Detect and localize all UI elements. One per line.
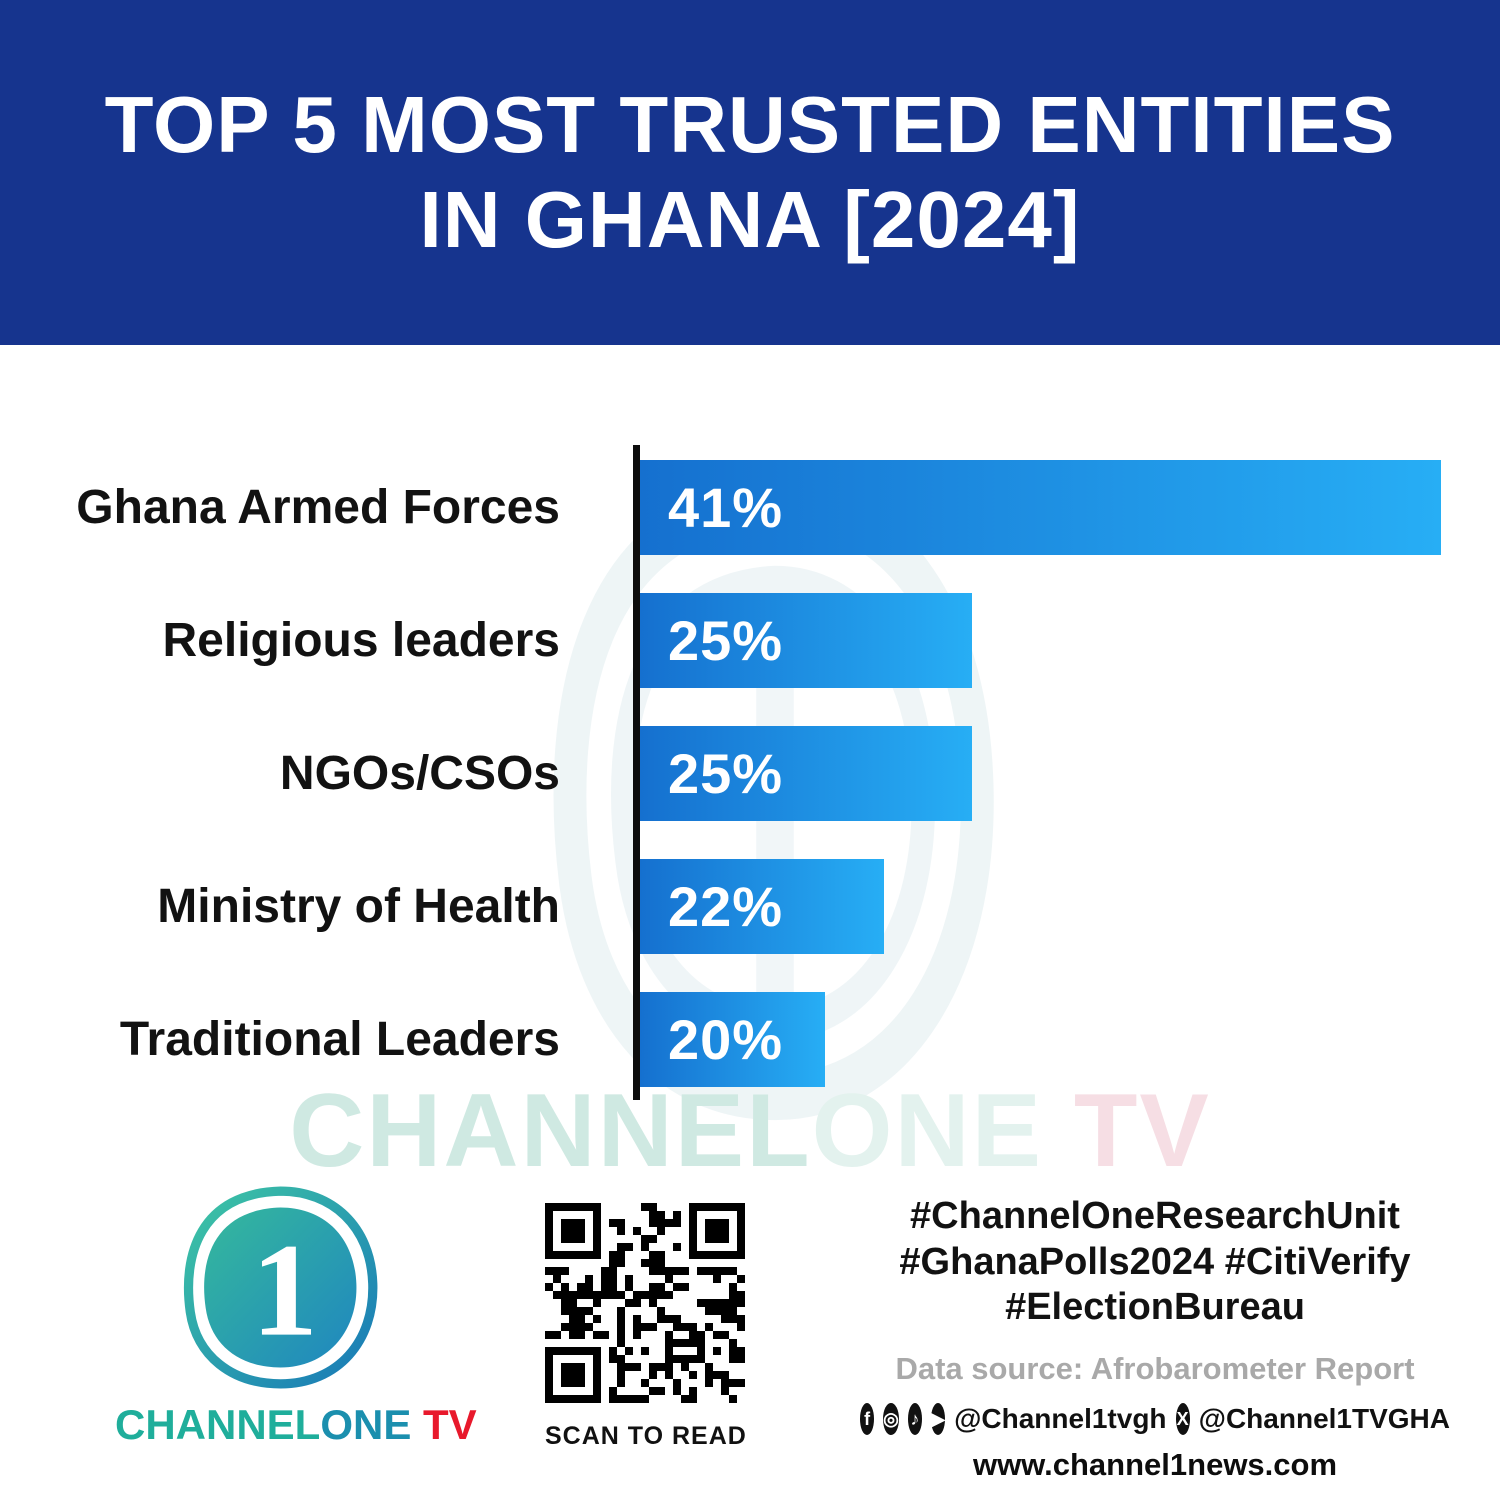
tiktok-icon: ♪ [907,1402,922,1435]
qr-caption: SCAN TO READ [545,1422,747,1450]
watermark-tv: TV [1043,1073,1211,1189]
svg-text:1: 1 [251,1216,318,1364]
bar-value-label: 25% [668,609,784,672]
data-source: Data source: Afrobarometer Report [895,1350,1415,1386]
bar-row: Traditional Leaders 20% [0,992,1500,1087]
qr-code [545,1203,745,1408]
channel-one-logo: 1 CHANNELONE TV [115,1185,477,1449]
bar-value-label: 41% [668,476,784,539]
bar: 22% [640,859,884,954]
bar: 20% [640,992,825,1087]
hashtag-line-1: #ChannelOneResearchUnit [910,1195,1400,1237]
title-line-1: TOP 5 MOST TRUSTED ENTITIES [104,80,1396,170]
qr-block: SCAN TO READ [545,1203,747,1451]
category-label: NGOs/CSOs [279,747,560,800]
axis-line [633,445,640,1100]
bar-row: Ministry of Health 22% [0,859,1500,954]
hashtag-line-3: #ElectionBureau [1005,1286,1305,1329]
brand-tv: TV [411,1401,477,1448]
brand-one: ONE [320,1401,412,1448]
page-title: TOP 5 MOST TRUSTED ENTITIES IN GHANA [20… [105,78,1396,267]
bar: 25% [640,593,972,688]
bar-rows: Ghana Armed Forces 41% Religious leaders 25… [0,460,1500,1125]
youtube-icon: ▶ [930,1402,946,1435]
website-url: www.channel1news.com [972,1446,1338,1482]
hashtag-line-2: #GhanaPolls2024 #CitiVerify [899,1240,1411,1283]
brand-watermark: CHANNELONE TV [0,1072,1500,1191]
bar: 25% [640,726,972,821]
bar-value-label: 25% [668,742,784,805]
header-banner: TOP 5 MOST TRUSTED ENTITIES IN GHANA [20… [0,0,1500,345]
bar-row: Ghana Armed Forces 41% [0,460,1500,555]
social-row: f ◎ ♪ ▶ @Channel1tvgh X @Channel1TVGHA [860,1402,1450,1435]
bar: 41% [640,460,1441,555]
title-line-2: IN GHANA [2024] [419,174,1081,264]
watermark-one: ONE [811,1073,1043,1189]
category-label: Traditional Leaders [119,1013,560,1066]
bar-value-label: 20% [668,1008,784,1071]
brand-wordmark: CHANNELONE TV [115,1401,477,1449]
bar-row: Religious leaders 25% [0,593,1500,688]
social-handle-x: @Channel1TVGHA [1198,1402,1450,1434]
category-label: Ministry of Health [157,880,560,933]
bar-row: NGOs/CSOs 25% [0,726,1500,821]
brand-channel: CHANNEL [115,1401,321,1448]
bar-chart: Ghana Armed Forces 41% Religious leaders 25… [0,445,1500,1117]
watermark-channel: CHANNEL [289,1073,812,1189]
x-icon: X [1175,1402,1190,1435]
category-label: Religious leaders [162,614,560,667]
logo-pick-icon: 1 [183,1186,377,1389]
bar-value-label: 22% [668,875,784,938]
facebook-icon: f [860,1402,875,1435]
footer-info: #ChannelOneResearchUnit #GhanaPolls2024 … [860,1194,1450,1483]
social-handle-primary: @Channel1tvgh [954,1402,1167,1434]
category-label: Ghana Armed Forces [76,481,560,534]
instagram-icon: ◎ [883,1402,899,1435]
